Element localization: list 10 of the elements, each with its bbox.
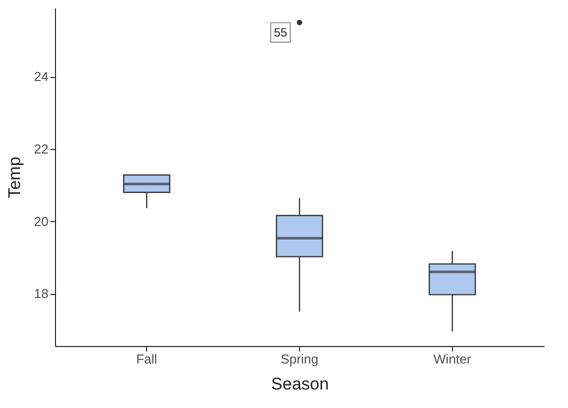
x-tick-label: Spring [280, 352, 318, 366]
y-axis-title: Temp [5, 156, 24, 198]
x-tick-label: Fall [136, 352, 158, 366]
x-tick-label: Winter [434, 352, 472, 366]
y-tick-label: 20 [34, 214, 48, 229]
x-axis-title: Season [271, 374, 329, 394]
y-tick-label: 22 [34, 141, 48, 156]
y-tick-label: 18 [34, 286, 48, 302]
annotation: 55 [274, 25, 288, 40]
y-tick-label: 24 [34, 69, 48, 84]
